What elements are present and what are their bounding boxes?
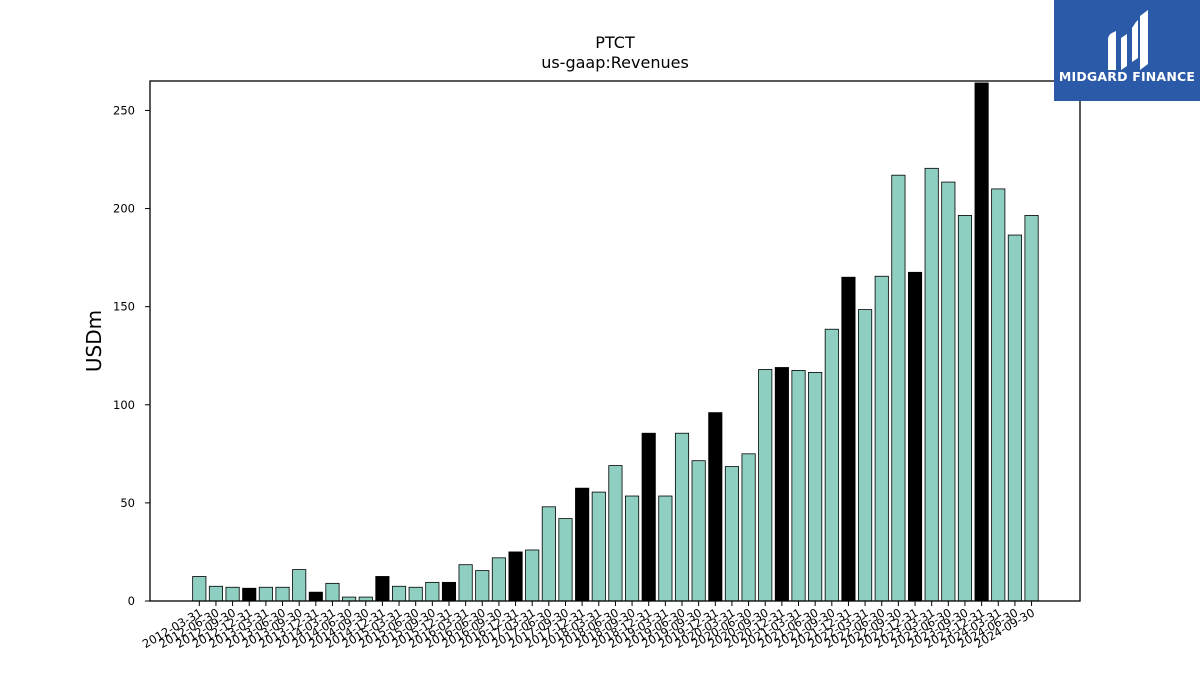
bar-2018-12-31 xyxy=(641,432,656,602)
bar-2013-12-31 xyxy=(308,591,323,602)
bar-2013-06-30 xyxy=(275,586,290,602)
bar-2018-03-31 xyxy=(591,491,606,602)
bar-2019-09-30 xyxy=(691,460,706,602)
bar-2019-12-31 xyxy=(708,412,723,602)
y-tick-label: 50 xyxy=(120,496,135,510)
y-axis-label: USDm xyxy=(82,310,106,372)
chart-title: PTCT xyxy=(595,33,635,52)
bar-2013-09-30 xyxy=(292,569,307,602)
chart-subtitle: us-gaap:Revenues xyxy=(541,53,689,72)
y-tick-label: 0 xyxy=(128,594,135,608)
bar-2014-12-31 xyxy=(375,576,390,602)
y-ticks-group: 0 50 100 150 200 250 xyxy=(113,103,150,608)
bar-2015-09-30 xyxy=(425,581,440,602)
y-tick-label: 150 xyxy=(113,300,135,314)
bars-group xyxy=(192,82,1039,602)
bar-2020-03-31 xyxy=(724,466,739,602)
bar-2023-12-31 xyxy=(974,82,989,602)
y-tick-label: 200 xyxy=(113,202,135,216)
bar-2022-09-30 xyxy=(891,174,906,602)
bar-2022-06-30 xyxy=(874,275,889,602)
bar-2023-03-31 xyxy=(924,167,939,602)
bar-2022-03-31 xyxy=(858,309,873,602)
bar-2021-12-31 xyxy=(841,276,856,602)
bar-2016-06-30 xyxy=(475,570,490,602)
bar-2020-09-30 xyxy=(758,369,773,602)
bar-2022-12-31 xyxy=(907,271,923,602)
bar-2019-03-31 xyxy=(658,495,673,602)
bar-2017-12-31 xyxy=(575,487,590,602)
bar-2021-06-30 xyxy=(808,371,823,602)
bar-2017-03-31 xyxy=(525,549,540,602)
bar-2020-12-31 xyxy=(774,367,789,602)
bar-2015-06-30 xyxy=(408,586,423,602)
bar-2012-03-31 xyxy=(192,576,207,602)
bar-2012-09-30 xyxy=(225,586,240,602)
bar-2021-09-30 xyxy=(824,328,839,602)
bar-2023-06-30 xyxy=(941,181,956,602)
bar-2016-09-30 xyxy=(491,557,506,602)
bar-2016-03-31 xyxy=(458,564,473,602)
bar-2018-09-30 xyxy=(625,495,640,602)
bar-2020-06-30 xyxy=(741,453,756,602)
bar-2015-03-31 xyxy=(391,585,407,602)
bar-2015-12-31 xyxy=(441,581,457,602)
bar-2012-12-31 xyxy=(242,587,257,602)
bar-2016-12-31 xyxy=(508,551,523,602)
bar-2014-03-31 xyxy=(325,582,340,602)
bar-2021-03-31 xyxy=(791,370,806,602)
logo-text: MIDGARD FINANCE xyxy=(1058,69,1196,84)
bar-2024-06-30 xyxy=(1007,234,1022,602)
y-tick-label: 250 xyxy=(113,103,135,117)
bar-2024-09-30 xyxy=(1024,215,1039,602)
bar-2017-09-30 xyxy=(558,518,573,602)
x-ticks-group: 2012-03-312012-06-302012-09-302012-12-31… xyxy=(140,601,1037,651)
bar-2013-03-31 xyxy=(258,586,273,602)
bar-2012-06-30 xyxy=(208,585,224,602)
bar-2019-06-30 xyxy=(674,432,690,602)
bar-2024-03-31 xyxy=(991,188,1006,602)
y-tick-label: 100 xyxy=(113,398,135,412)
bar-2018-06-30 xyxy=(608,465,623,602)
bar-2017-06-30 xyxy=(541,506,556,602)
midgard-finance-logo: MIDGARD FINANCE xyxy=(1054,0,1200,101)
bar-2023-09-30 xyxy=(957,215,973,602)
logo-mark-icon xyxy=(1108,10,1148,70)
plot-frame xyxy=(149,80,1081,602)
